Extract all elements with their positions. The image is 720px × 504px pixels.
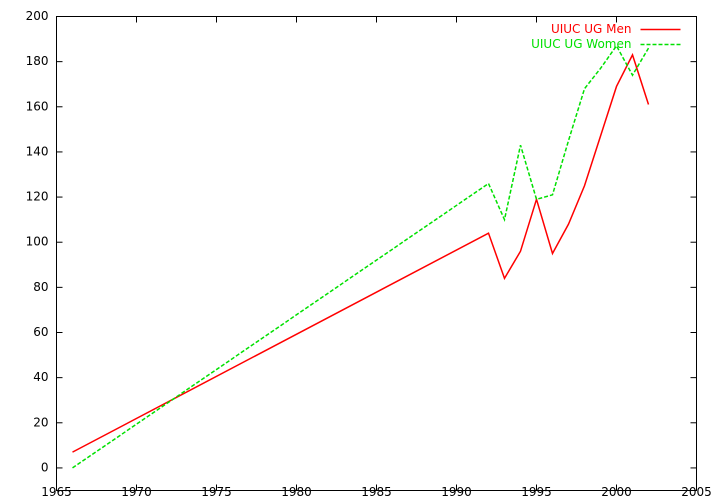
series-line: [72, 52, 650, 453]
x-tick-label: 1970: [121, 485, 152, 499]
plot-border: [56, 16, 697, 491]
x-tick-label: 2000: [601, 485, 632, 499]
y-tick-label: 100: [26, 235, 49, 249]
x-tick-label: 1990: [441, 485, 472, 499]
y-tick-label: 160: [26, 99, 49, 113]
x-tick-label: 1965: [41, 485, 72, 499]
y-tick-label: 0: [41, 460, 49, 474]
y-tick-label: 140: [26, 144, 49, 158]
x-tick-label: 1980: [281, 485, 312, 499]
legend-label: UIUC UG Men: [551, 22, 632, 36]
y-tick-label: 120: [26, 190, 49, 204]
y-tick-label: 60: [33, 325, 48, 339]
series-line: [72, 44, 650, 469]
y-tick-label: 200: [26, 9, 49, 23]
y-tick-label: 180: [26, 54, 49, 68]
x-tick-label: 1985: [361, 485, 392, 499]
x-tick-label: 1995: [521, 485, 552, 499]
x-tick-label: 1975: [201, 485, 232, 499]
y-tick-label: 40: [33, 370, 48, 384]
x-tick-label: 2005: [681, 485, 712, 499]
y-tick-label: 20: [33, 415, 48, 429]
y-tick-label: 80: [33, 280, 48, 294]
legend-label: UIUC UG Women: [531, 37, 631, 51]
